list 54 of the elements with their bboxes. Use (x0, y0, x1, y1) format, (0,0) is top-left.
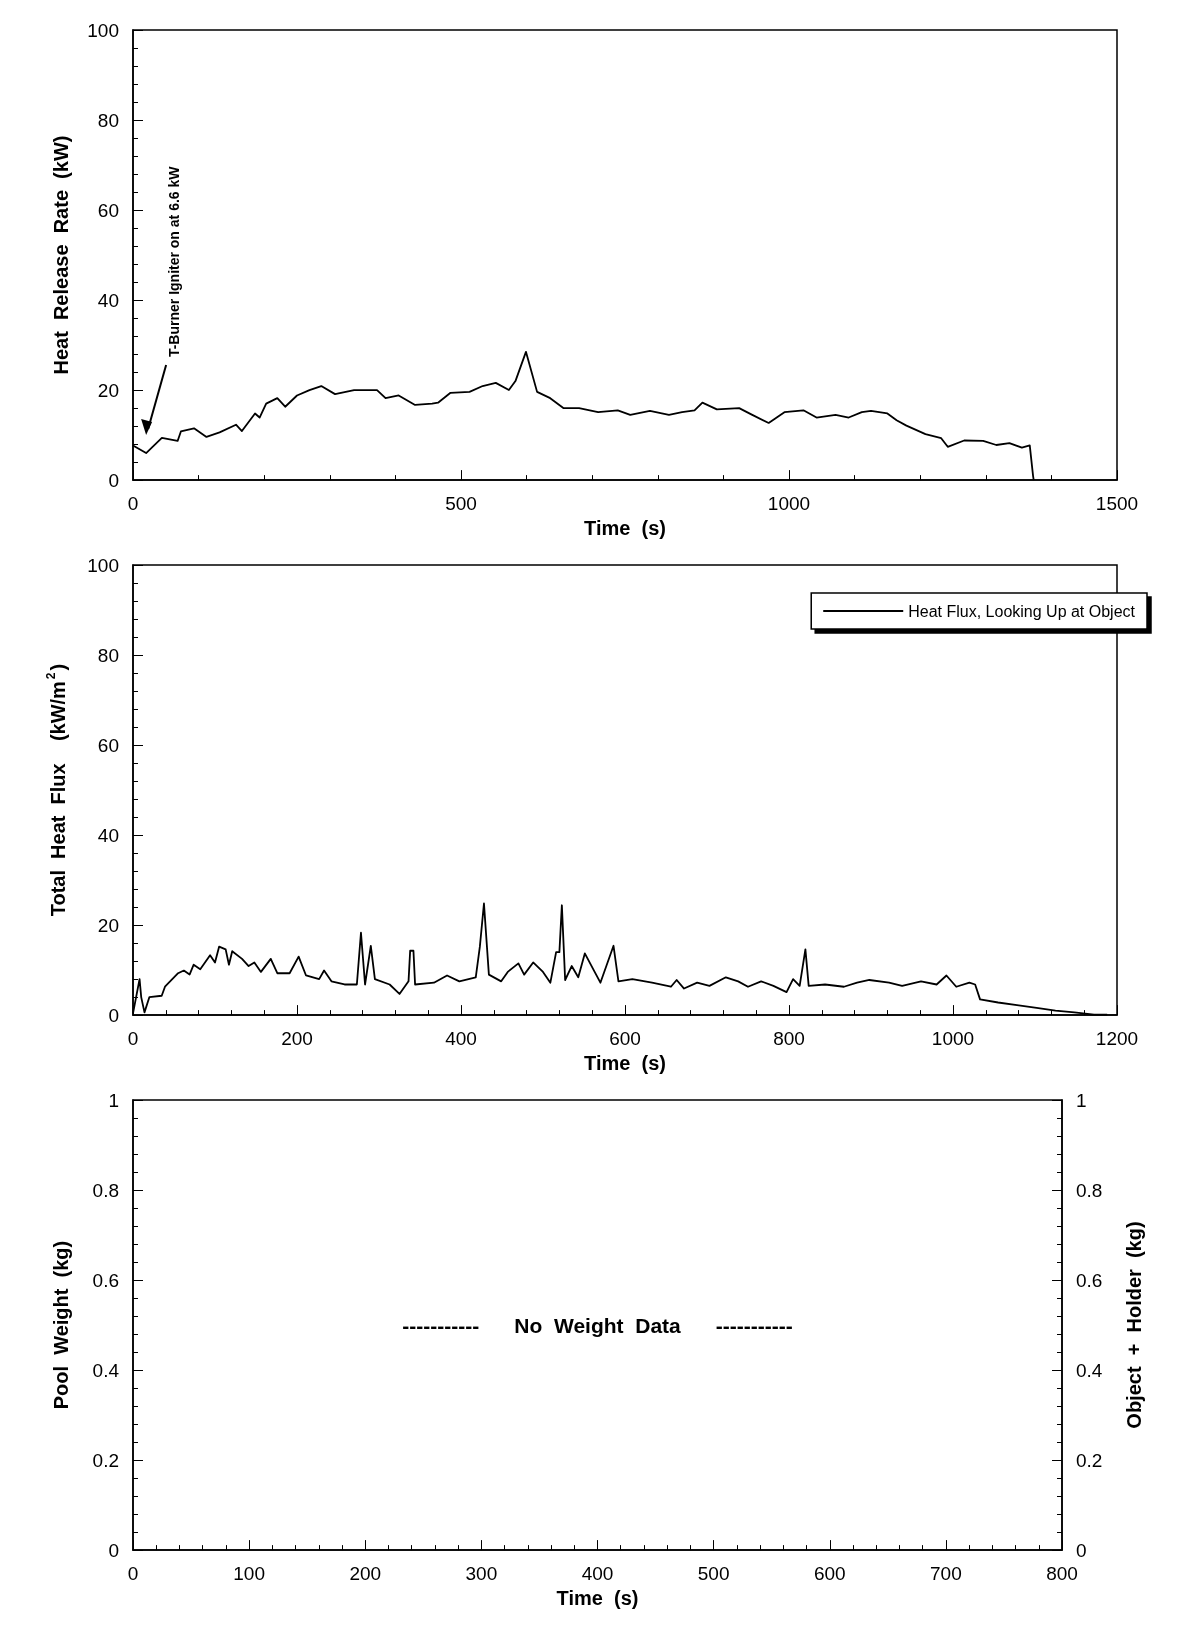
annotation: ----------- No Weight Data ----------- (402, 1313, 793, 1337)
x-tick-label: 0 (127, 1028, 139, 1050)
x-axis-title: Time (s) (556, 1587, 639, 1609)
y-axis-title: Pool Weight (kg) (50, 1240, 72, 1410)
y2-axis-title: Object + Holder (kg) (1123, 1221, 1145, 1429)
x-tick-label: 1500 (1095, 493, 1139, 515)
x-tick-label: 0 (127, 1563, 139, 1585)
y-tick-label: 0.6 (92, 1269, 119, 1291)
y-tick-label: 80 (97, 644, 119, 666)
y-tick-label: 20 (97, 379, 119, 401)
y-tick-label: 100 (87, 19, 119, 41)
y2-tick-label: 0.2 (1076, 1449, 1103, 1471)
y-tick-label: 40 (97, 289, 119, 311)
y-tick-label: 0 (108, 1004, 119, 1026)
x-tick-label: 500 (697, 1563, 730, 1585)
x-tick-label: 400 (445, 1028, 477, 1050)
y2-tick-label: 0 (1076, 1539, 1087, 1561)
annotation: T-Burner Igniter on at 6.6 kW (166, 165, 183, 358)
x-axis-title: Time (s) (584, 1052, 666, 1074)
x-tick-label: 0 (127, 493, 139, 515)
x-tick-label: 1000 (767, 493, 811, 515)
y2-tick-label: 0.8 (1076, 1179, 1103, 1201)
y2-tick-label: 1 (1076, 1089, 1087, 1111)
x-tick-label: 300 (465, 1563, 498, 1585)
y-tick-label: 20 (97, 914, 119, 936)
y-tick-label: 40 (97, 824, 119, 846)
y-tick-label: 60 (97, 734, 119, 756)
x-tick-label: 600 (609, 1028, 641, 1050)
y-tick-label: 0.2 (92, 1449, 119, 1471)
x-tick-label: 800 (1046, 1563, 1078, 1585)
x-axis-title: Time (s) (584, 517, 666, 539)
x-tick-label: 1200 (1095, 1028, 1139, 1050)
y-tick-label: 0 (108, 469, 119, 491)
x-tick-label: 600 (813, 1563, 846, 1585)
legend-label: Heat Flux, Looking Up at Object (908, 602, 1136, 620)
y-tick-label: 0.8 (92, 1179, 119, 1201)
y-tick-label: 0.4 (92, 1359, 120, 1381)
x-tick-label: 1000 (931, 1028, 975, 1050)
x-tick-label: 100 (233, 1563, 265, 1585)
x-tick-label: 700 (930, 1563, 962, 1585)
x-tick-label: 500 (445, 493, 477, 515)
x-tick-label: 200 (281, 1028, 313, 1050)
y2-tick-label: 0.4 (1076, 1359, 1103, 1381)
y-tick-label: 1 (108, 1089, 119, 1111)
y-axis-title: Heat Release Rate (kW) (50, 135, 72, 375)
y-tick-label: 100 (87, 554, 119, 576)
y-axis-title: Total Heat Flux (kW/m2) (44, 663, 69, 917)
y-tick-label: 80 (97, 109, 119, 131)
x-tick-label: 200 (349, 1563, 382, 1585)
x-tick-label: 400 (581, 1563, 614, 1585)
x-tick-label: 800 (773, 1028, 805, 1050)
y-tick-label: 0 (108, 1539, 119, 1561)
y2-tick-label: 0.6 (1076, 1269, 1103, 1291)
y-tick-label: 60 (97, 199, 119, 221)
